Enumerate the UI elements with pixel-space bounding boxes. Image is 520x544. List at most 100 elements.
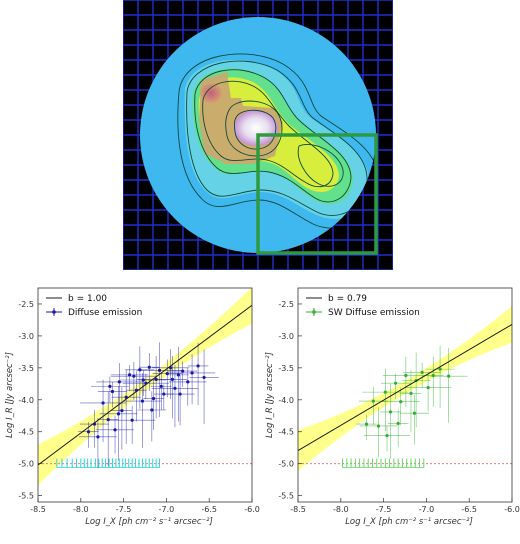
left-chart-xtick-label: -7.0 <box>159 505 175 514</box>
right-chart-point <box>399 400 403 404</box>
left-chart-point <box>110 389 115 394</box>
left-chart-point <box>196 364 200 368</box>
right-chart-legend-points-label: SW Diffuse emission <box>328 308 420 318</box>
left-chart-point <box>202 375 206 380</box>
right-chart-point <box>438 367 442 371</box>
chart-sw-diffuse-emission: -8.5 -8.0 -7.5 -7.0 -6.5 -6.0 -2.5 -3.0 -3.5 -4.0… <box>260 278 520 540</box>
left-chart-xtick-label: -8.0 <box>73 505 89 514</box>
chart-diffuse-emission: -8.5 -8.0 -7.5 -7.0 -6.5 -6.0 -2.5 -3.0 -3.5 -4.0… <box>0 278 260 540</box>
left-chart-ytick-label: -4.5 <box>18 428 34 437</box>
left-chart-point <box>147 365 151 369</box>
right-chart-xlabel: Log I_X [ph cm⁻² s⁻¹ arcsec⁻²] <box>345 517 473 527</box>
left-chart-point <box>150 408 154 412</box>
right-chart-plot-layer <box>298 306 512 472</box>
left-chart-fit-line <box>38 304 252 466</box>
left-chart-xtick-label: -6.5 <box>201 505 217 514</box>
left-chart-point <box>132 374 136 378</box>
right-chart-ylabel: Log I_R [Jy arcsec⁻²] <box>265 352 275 438</box>
contour-4 <box>202 80 334 188</box>
right-chart-point <box>396 421 400 426</box>
right-chart-point <box>409 391 413 396</box>
left-chart-point <box>117 380 121 384</box>
right-chart-point <box>385 433 389 438</box>
right-chart-point <box>388 410 393 414</box>
left-chart-ytick-label: -5.5 <box>18 492 34 501</box>
right-chart-xtick-label: -7.5 <box>376 505 392 514</box>
intensity-map-image <box>122 0 394 271</box>
right-chart-point <box>371 399 375 403</box>
emission-core <box>234 110 278 146</box>
left-chart-point <box>157 368 162 373</box>
left-chart-point <box>181 369 185 373</box>
left-chart-legend-line-label: b = 1.00 <box>68 294 107 304</box>
left-chart-point <box>151 396 156 401</box>
left-chart-point <box>165 372 169 376</box>
left-chart-point <box>162 392 166 396</box>
right-chart-xtick-label: -6.0 <box>504 505 520 514</box>
chart-diffuse-emission-svg: -8.5 -8.0 -7.5 -7.0 -6.5 -6.0 -2.5 -3.0 -3.5 -4.0… <box>5 287 260 527</box>
right-chart-plot-area <box>298 288 512 502</box>
right-chart-point <box>412 411 417 415</box>
right-chart-xtick-label: -8.5 <box>290 505 306 514</box>
left-chart-ytick-label: -2.5 <box>18 300 34 309</box>
left-chart-point <box>127 373 132 377</box>
right-chart-point <box>404 373 408 378</box>
right-chart-ytick-label: -5.5 <box>278 492 294 501</box>
left-chart-point <box>130 418 134 422</box>
right-chart-ytick-label: -3.5 <box>278 364 294 373</box>
left-chart-ylabel: Log I_R [Jy arcsec⁻²] <box>5 352 15 438</box>
emission-hot-spot <box>200 83 222 103</box>
right-chart-legend: b = 0.79 SW Diffuse emission <box>306 294 420 318</box>
left-chart-ytick-label: -3.5 <box>18 364 34 373</box>
right-chart-fit-band <box>298 306 512 472</box>
right-chart-point <box>364 422 369 426</box>
left-chart-legend-points-label: Diffuse emission <box>68 308 142 318</box>
left-chart-point <box>141 378 145 382</box>
contour-7 <box>297 144 344 187</box>
contour-5 <box>225 100 283 157</box>
left-chart-point <box>190 371 194 375</box>
left-chart-point <box>120 409 124 413</box>
contour-6 <box>233 109 277 150</box>
right-chart-frame <box>297 287 513 503</box>
left-chart-point <box>96 435 100 439</box>
right-chart-ytick-label: -3.0 <box>278 332 294 341</box>
right-chart-point <box>383 390 387 394</box>
intensity-map <box>122 0 394 271</box>
left-chart-ytick-label: -5.0 <box>18 460 34 469</box>
chart-sw-diffuse-emission-svg: -8.5 -8.0 -7.5 -7.0 -6.5 -6.0 -2.5 -3.0 -3.5 -4.0… <box>265 287 520 527</box>
right-chart-xtick-label: -7.0 <box>419 505 435 514</box>
left-chart-fit-band <box>38 288 252 486</box>
left-chart-point <box>116 412 121 416</box>
left-chart-point <box>140 399 145 403</box>
left-chart-point <box>186 380 190 384</box>
right-chart-fit-line <box>298 323 512 452</box>
left-chart-xtick-label: -8.5 <box>30 505 46 514</box>
right-chart-ytick-label: -4.0 <box>278 396 294 405</box>
left-chart-plot-layer <box>38 288 252 486</box>
contour-3 <box>194 69 352 203</box>
left-chart-ytick-label: -4.0 <box>18 396 34 405</box>
right-chart-xtick-label: -8.0 <box>333 505 349 514</box>
right-chart-legend-points-marker <box>312 310 316 314</box>
left-chart-point <box>176 373 180 377</box>
left-chart-point <box>86 430 91 434</box>
left-chart-point <box>178 392 182 396</box>
left-chart-xtick-label: -6.0 <box>244 505 260 514</box>
left-chart-point <box>106 417 110 422</box>
left-chart-point <box>108 384 112 388</box>
right-chart-point <box>376 424 381 428</box>
left-chart-point <box>138 368 142 372</box>
left-chart-point <box>101 401 105 405</box>
right-chart-ytick-label: -2.5 <box>278 300 294 309</box>
left-chart-point <box>159 384 163 388</box>
left-chart-point <box>113 428 117 432</box>
right-chart-legend-line-label: b = 0.79 <box>328 294 367 304</box>
sw-region-box <box>256 133 378 255</box>
right-chart-ytick-label: -4.5 <box>278 428 294 437</box>
right-chart-point <box>447 374 451 378</box>
right-chart-ytick-label: -5.0 <box>278 460 294 469</box>
right-chart-point <box>420 370 424 374</box>
left-chart-legend-points-marker <box>52 310 56 314</box>
right-chart-xtick-label: -6.5 <box>461 505 477 514</box>
